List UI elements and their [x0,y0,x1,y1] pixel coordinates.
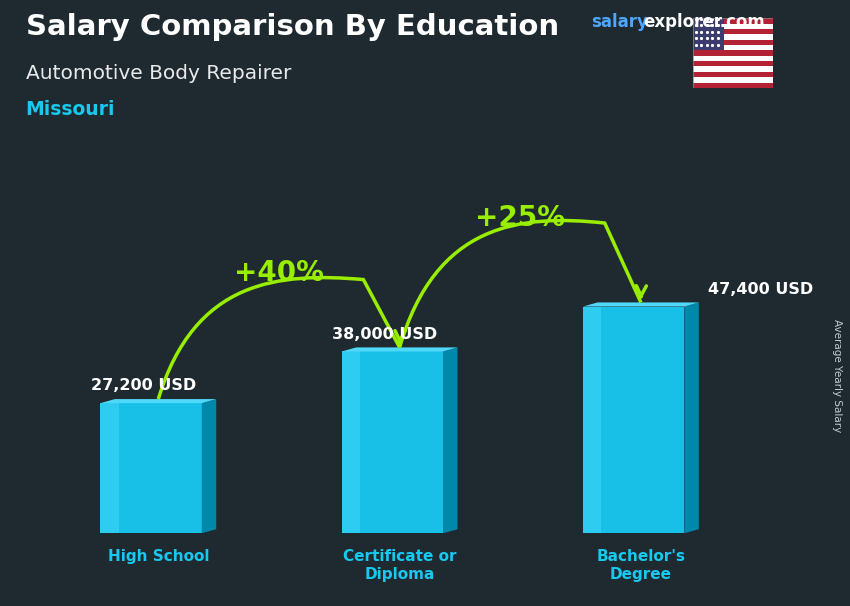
Polygon shape [583,307,601,533]
Bar [693,56,774,61]
Polygon shape [684,302,699,533]
Bar [693,35,774,39]
Polygon shape [201,399,216,533]
Text: High School: High School [108,549,209,564]
Polygon shape [100,403,201,533]
Polygon shape [342,351,443,533]
Text: Bachelor's
Degree: Bachelor's Degree [597,549,685,582]
Polygon shape [342,347,457,351]
Bar [693,29,774,35]
Text: Automotive Body Repairer: Automotive Body Repairer [26,64,291,82]
Polygon shape [100,403,119,533]
Bar [693,18,724,50]
Bar [693,45,774,50]
Text: Missouri: Missouri [26,100,115,119]
Text: 38,000 USD: 38,000 USD [332,327,437,342]
Text: 47,400 USD: 47,400 USD [708,282,813,297]
Bar [693,67,774,72]
Polygon shape [583,307,684,533]
Bar [693,18,774,24]
Bar [693,24,774,29]
Bar [693,82,774,88]
Polygon shape [443,347,457,533]
Bar [693,39,774,45]
Text: explorer.com: explorer.com [643,13,765,32]
Polygon shape [342,351,360,533]
Text: salary: salary [591,13,648,32]
Text: 27,200 USD: 27,200 USD [91,378,196,393]
Text: +25%: +25% [475,204,565,232]
Bar [693,77,774,82]
Text: Average Yearly Salary: Average Yearly Salary [832,319,842,432]
Bar [693,72,774,77]
Bar [693,50,774,56]
Polygon shape [583,302,699,307]
Polygon shape [100,399,216,403]
Text: Salary Comparison By Education: Salary Comparison By Education [26,13,558,41]
Bar [693,61,774,67]
Text: +40%: +40% [234,259,324,287]
Text: Certificate or
Diploma: Certificate or Diploma [343,549,456,582]
